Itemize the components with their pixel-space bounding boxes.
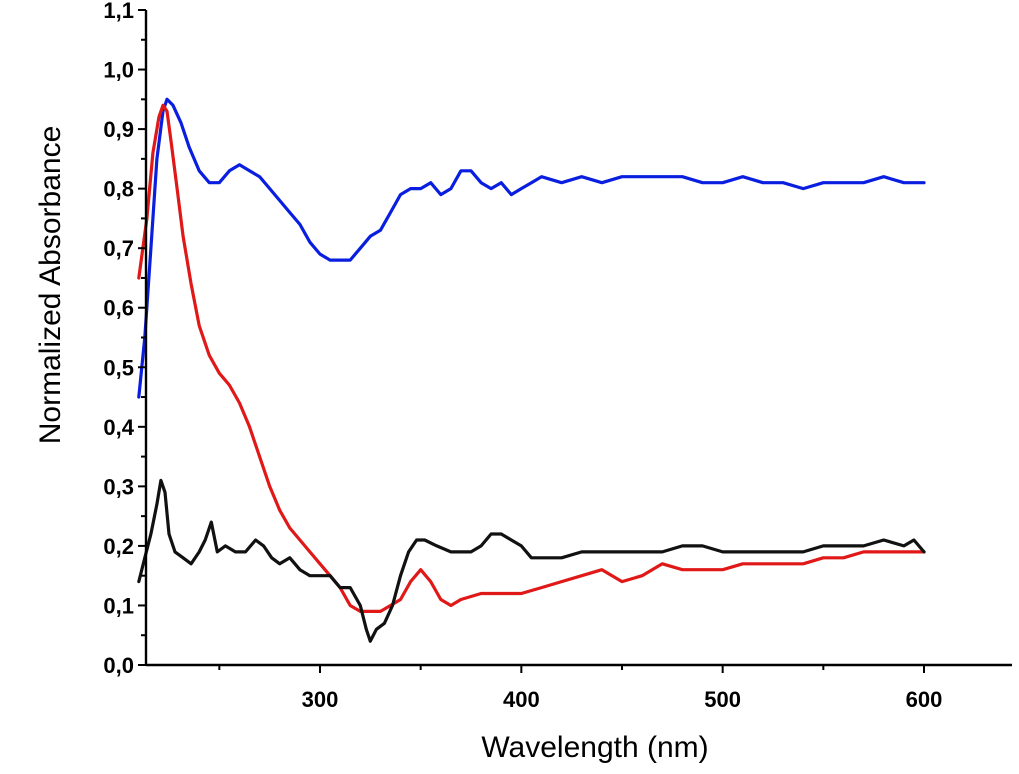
- x-tick-label: 500: [704, 687, 741, 712]
- y-tick-label: 0,5: [103, 355, 134, 380]
- y-tick-label: 1,1: [103, 0, 134, 23]
- x-axis-ticks: 300 400 500 600: [218, 665, 943, 712]
- x-tick-label: 400: [503, 687, 540, 712]
- x-axis-title: Wavelength (nm): [481, 731, 708, 764]
- series-line-2: [137, 103, 926, 613]
- y-tick-label: 0,9: [103, 117, 134, 142]
- y-tick-label: 0,6: [103, 296, 134, 321]
- plot-series: [137, 97, 926, 643]
- y-axis-ticks: 0,0 0,1 0,2 0,3 0,4 0,5 0,6 0,7 0,8 0,9 1,0 1,1: [103, 0, 146, 678]
- y-tick-label: 0,7: [103, 236, 134, 261]
- y-tick-label: 0,3: [103, 474, 134, 499]
- y-tick-label: 0,4: [103, 415, 134, 440]
- series-line-1: [137, 97, 926, 399]
- y-tick-label: 0,1: [103, 593, 134, 618]
- y-tick-label: 0,0: [103, 653, 134, 678]
- y-axis-title: Normalized Absorbance: [34, 126, 67, 445]
- series-line-3: [137, 478, 926, 643]
- y-tick-label: 0,2: [103, 534, 134, 559]
- y-tick-label: 0,8: [103, 177, 134, 202]
- x-tick-label: 300: [302, 687, 339, 712]
- x-tick-label: 600: [906, 687, 943, 712]
- y-tick-label: 1,0: [103, 58, 134, 83]
